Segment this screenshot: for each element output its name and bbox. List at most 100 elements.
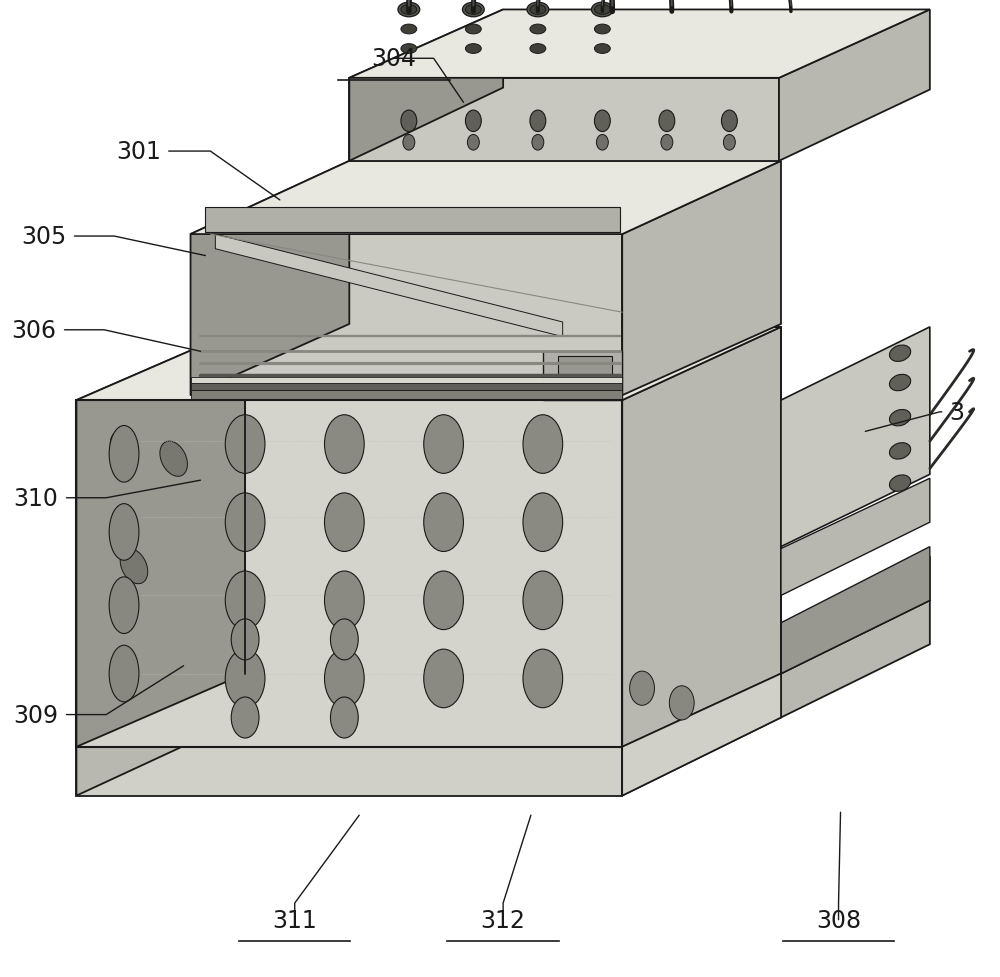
Ellipse shape xyxy=(523,415,563,474)
Polygon shape xyxy=(543,352,622,401)
Ellipse shape xyxy=(324,650,364,708)
Ellipse shape xyxy=(889,375,911,392)
Ellipse shape xyxy=(225,493,265,552)
Ellipse shape xyxy=(231,619,259,660)
Polygon shape xyxy=(781,601,930,718)
Ellipse shape xyxy=(527,3,549,18)
Polygon shape xyxy=(76,401,622,747)
Ellipse shape xyxy=(523,572,563,630)
Ellipse shape xyxy=(324,493,364,552)
Polygon shape xyxy=(191,391,622,401)
Ellipse shape xyxy=(523,650,563,708)
Ellipse shape xyxy=(231,698,259,739)
Polygon shape xyxy=(622,674,781,796)
Ellipse shape xyxy=(330,619,358,660)
Polygon shape xyxy=(215,234,563,337)
Text: 310: 310 xyxy=(14,487,59,510)
Polygon shape xyxy=(76,327,781,401)
Ellipse shape xyxy=(160,442,187,477)
Ellipse shape xyxy=(462,3,484,18)
Ellipse shape xyxy=(110,432,138,467)
Polygon shape xyxy=(781,327,930,547)
Ellipse shape xyxy=(109,646,139,702)
Ellipse shape xyxy=(889,476,911,491)
Ellipse shape xyxy=(401,25,417,35)
Polygon shape xyxy=(349,11,930,79)
Ellipse shape xyxy=(467,136,479,150)
Polygon shape xyxy=(191,377,622,383)
Ellipse shape xyxy=(225,415,265,474)
Ellipse shape xyxy=(523,493,563,552)
Ellipse shape xyxy=(225,572,265,630)
Polygon shape xyxy=(191,161,781,234)
Polygon shape xyxy=(781,547,930,674)
Ellipse shape xyxy=(225,650,265,708)
Ellipse shape xyxy=(532,136,544,150)
Polygon shape xyxy=(76,674,781,747)
Ellipse shape xyxy=(398,3,420,18)
Ellipse shape xyxy=(401,6,417,16)
Ellipse shape xyxy=(465,6,481,16)
Ellipse shape xyxy=(324,572,364,630)
Polygon shape xyxy=(781,479,930,596)
Ellipse shape xyxy=(465,111,481,133)
Polygon shape xyxy=(779,11,930,161)
Text: 304: 304 xyxy=(371,47,416,71)
Text: 309: 309 xyxy=(14,702,59,727)
Ellipse shape xyxy=(889,444,911,459)
Ellipse shape xyxy=(109,426,139,483)
Ellipse shape xyxy=(403,136,415,150)
Ellipse shape xyxy=(594,6,610,16)
Ellipse shape xyxy=(630,671,654,705)
Ellipse shape xyxy=(530,111,546,133)
Text: 301: 301 xyxy=(116,140,161,164)
Ellipse shape xyxy=(594,45,610,55)
Ellipse shape xyxy=(401,45,417,55)
Ellipse shape xyxy=(424,493,463,552)
Ellipse shape xyxy=(424,650,463,708)
Polygon shape xyxy=(622,161,781,396)
Ellipse shape xyxy=(109,577,139,634)
Polygon shape xyxy=(622,674,781,796)
Ellipse shape xyxy=(596,136,608,150)
Ellipse shape xyxy=(424,572,463,630)
Ellipse shape xyxy=(530,45,546,55)
Polygon shape xyxy=(191,383,622,391)
Ellipse shape xyxy=(401,111,417,133)
Ellipse shape xyxy=(889,346,911,362)
Text: 305: 305 xyxy=(21,225,66,249)
Ellipse shape xyxy=(669,686,694,720)
Ellipse shape xyxy=(594,111,610,133)
Ellipse shape xyxy=(120,549,148,584)
Text: 306: 306 xyxy=(12,319,57,343)
Ellipse shape xyxy=(109,504,139,561)
Ellipse shape xyxy=(330,698,358,739)
Ellipse shape xyxy=(530,25,546,35)
Polygon shape xyxy=(781,557,930,674)
Ellipse shape xyxy=(324,415,364,474)
Ellipse shape xyxy=(465,25,481,35)
Polygon shape xyxy=(191,234,622,396)
Text: 311: 311 xyxy=(272,908,317,932)
Polygon shape xyxy=(76,327,245,747)
Ellipse shape xyxy=(594,25,610,35)
Ellipse shape xyxy=(723,136,735,150)
Ellipse shape xyxy=(530,6,546,16)
Polygon shape xyxy=(349,79,779,161)
Ellipse shape xyxy=(424,415,463,474)
Ellipse shape xyxy=(889,410,911,426)
Polygon shape xyxy=(205,207,620,233)
Ellipse shape xyxy=(661,136,673,150)
Ellipse shape xyxy=(721,111,737,133)
Ellipse shape xyxy=(659,111,675,133)
Text: 308: 308 xyxy=(816,908,861,932)
Polygon shape xyxy=(349,11,503,161)
Ellipse shape xyxy=(591,3,613,18)
Text: 312: 312 xyxy=(481,908,526,932)
Polygon shape xyxy=(76,674,245,796)
Polygon shape xyxy=(76,747,622,796)
Ellipse shape xyxy=(465,45,481,55)
Polygon shape xyxy=(191,161,349,396)
Text: 3: 3 xyxy=(950,401,965,424)
Polygon shape xyxy=(622,327,781,747)
